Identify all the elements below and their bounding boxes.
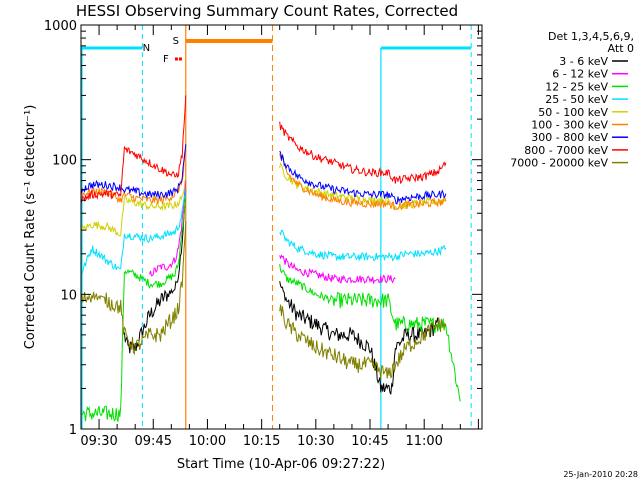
x-tick-label: 09:45 — [135, 434, 172, 449]
night-flag-label: N — [143, 43, 150, 54]
series-line — [81, 189, 187, 277]
plot-frame — [80, 24, 483, 430]
y-tick-label: 1000 — [44, 19, 77, 34]
y-tick-label: 100 — [52, 154, 77, 169]
x-axis-label: Start Time (10-Apr-06 09:27:22) — [177, 457, 385, 472]
legend-entry-label: 3 - 6 keV — [559, 55, 608, 68]
y-axis: 1 10 100 1000 — [44, 19, 482, 438]
legend-header: Att 0 — [608, 42, 634, 55]
x-tick-label: 10:15 — [243, 434, 280, 449]
flare-flag-label: F — [163, 54, 169, 65]
x-tick-label: 11:00 — [405, 434, 442, 449]
series-line — [81, 148, 187, 205]
y-tick-label: 1 — [69, 423, 77, 438]
series-line — [279, 304, 447, 379]
footer-timestamp: 25-Jan-2010 20:28 — [563, 470, 638, 479]
x-tick-label: 10:45 — [351, 434, 388, 449]
x-tick-label: 10:30 — [297, 434, 334, 449]
series-line — [279, 121, 447, 185]
series-line — [279, 254, 396, 285]
series-line — [81, 221, 187, 356]
legend-entry-label: 7000 - 20000 keV — [510, 157, 608, 170]
legend-entry-label: 300 - 800 keV — [531, 131, 608, 144]
chart-title: HESSI Observing Summary Count Rates, Cor… — [76, 2, 458, 20]
flag-bars — [81, 25, 472, 429]
legend-header: Det 1,3,4,5,6,9, — [548, 30, 634, 43]
legend-entry-label: 800 - 7000 keV — [524, 144, 608, 157]
series-line — [279, 263, 461, 402]
y-axis-label: Corrected Count Rate (s⁻¹ detector⁻¹) — [23, 105, 38, 350]
series-line — [81, 176, 187, 237]
flag-labels: N SF — [143, 36, 179, 65]
series-line — [279, 229, 447, 262]
x-tick-label: 10:00 — [189, 434, 226, 449]
series-line — [279, 153, 447, 211]
series-line — [149, 180, 187, 277]
series-line — [81, 95, 187, 204]
saa-flag-label: S — [173, 36, 179, 47]
x-tick-label: 09:30 — [80, 434, 117, 449]
series-line — [81, 194, 187, 422]
series-line — [279, 281, 440, 395]
legend-entry-label: 12 - 25 keV — [545, 80, 608, 93]
legend-entry-label: 100 - 300 keV — [531, 119, 608, 132]
series-lines — [81, 95, 461, 422]
legend-entry-label: 50 - 100 keV — [538, 106, 608, 119]
x-axis: 09:30 09:45 10:00 10:15 10:30 10:45 11:00 — [80, 25, 479, 449]
legend-entry-label: 6 - 12 keV — [552, 68, 608, 81]
series-line — [81, 144, 187, 199]
y-tick-label: 10 — [60, 288, 77, 303]
series-line — [279, 150, 447, 205]
legend-entry-label: 25 - 50 keV — [545, 93, 608, 106]
